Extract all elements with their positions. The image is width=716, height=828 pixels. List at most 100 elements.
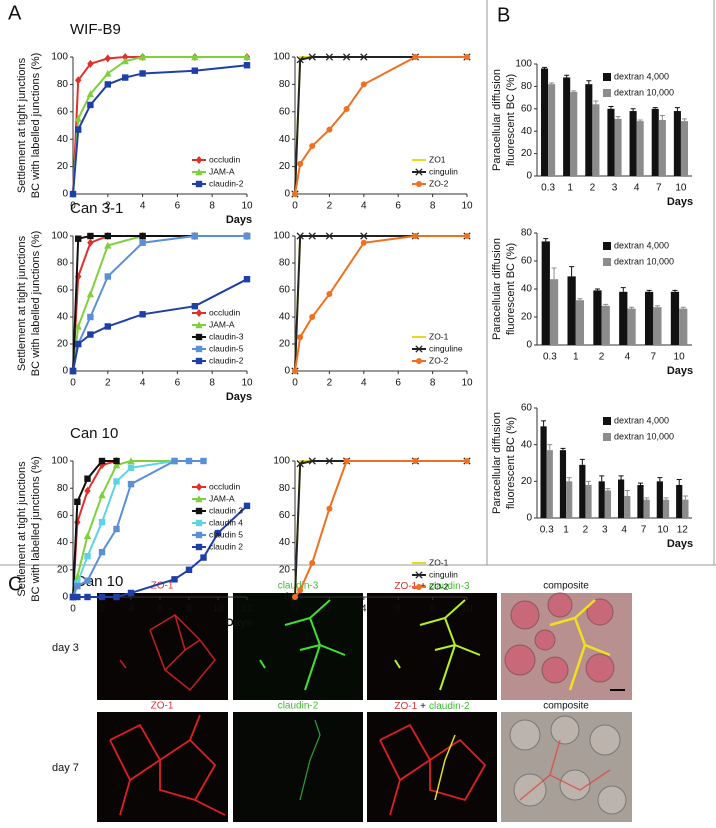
legend-label: JAM-A (209, 166, 235, 176)
legend-label: dextran 10,000 (614, 87, 674, 97)
y-tick-label: 100 (51, 456, 68, 467)
marker (104, 81, 111, 88)
marker (191, 53, 199, 61)
legend-label: ZO1 (429, 154, 446, 164)
junction-stain (519, 739, 611, 801)
error-bar (663, 497, 669, 500)
marker (360, 53, 368, 61)
marker (296, 56, 304, 64)
error-bar (586, 480, 592, 485)
legend-label: claudin 4 (209, 517, 243, 527)
marker (412, 54, 419, 60)
panel-letter: C (8, 573, 22, 595)
chart-title: Can 3-1 (70, 200, 123, 217)
legend-marker (415, 345, 423, 353)
error-bar (672, 289, 678, 292)
panel-c: Can 10 day 3 day 7 ZO-1 claudin-3 ZO-1+c… (52, 573, 632, 822)
y-axis-label: BC with labelled junctions (%) (30, 456, 42, 602)
label-part: claudin-3 (429, 581, 470, 592)
x-tick-label: 1 (567, 183, 573, 194)
marker (360, 81, 367, 88)
marker (98, 593, 106, 601)
legend-label: dextran 10,000 (614, 256, 674, 266)
x-tick-label: 2 (327, 201, 333, 212)
x-tick-label: 8 (209, 378, 215, 389)
legend-label: claudin 3 (209, 505, 243, 515)
marker (98, 519, 106, 526)
y-tick-label: 20 (279, 564, 291, 575)
marker (87, 331, 94, 338)
x-tick-label: 4 (128, 604, 134, 615)
marker (309, 560, 316, 566)
legend-label: JAM-A (209, 493, 235, 503)
y-tick-label: 0 (62, 189, 68, 200)
y-tick-label: 80 (521, 81, 533, 92)
y-tick-label: 20 (57, 339, 69, 350)
error-bar (659, 115, 665, 120)
legend-swatch (603, 73, 611, 81)
x-tick-label: 2 (590, 183, 596, 194)
marker (412, 458, 419, 464)
legend-label: claudin-2 (209, 178, 244, 188)
marker (127, 589, 135, 597)
cells (504, 592, 615, 684)
x-tick-label: 8 (430, 378, 436, 389)
bar (658, 120, 666, 176)
marker (243, 502, 251, 510)
bar (614, 118, 622, 176)
error-bar (603, 303, 609, 306)
x-tick-label: 12 (241, 604, 253, 615)
legend-marker (195, 531, 203, 539)
bar (548, 84, 556, 176)
legend-marker (195, 345, 203, 353)
bar (566, 481, 573, 518)
marker (87, 313, 94, 321)
marker (74, 322, 82, 330)
error-bar (543, 238, 549, 242)
legend-label: JAM-A (209, 319, 235, 329)
y-tick-label: 100 (273, 52, 290, 63)
legend-label: claudin-3 (209, 331, 244, 341)
marker (104, 232, 111, 240)
marker (121, 74, 129, 81)
bar (607, 108, 615, 176)
bar (617, 479, 625, 518)
marker (74, 593, 81, 601)
bar (570, 92, 578, 176)
x-tick-label: 3 (612, 183, 618, 194)
marker (308, 457, 316, 465)
y-axis-label: Settlement at tight junctions (16, 235, 28, 371)
bar (563, 77, 571, 176)
y-axis-label: fluorescent BC (%) (505, 74, 517, 166)
error-bar (681, 118, 687, 122)
marker (325, 53, 334, 61)
bar (546, 450, 553, 518)
marker (98, 457, 106, 465)
x-tick-label: 8 (430, 604, 436, 615)
channel-label: composite (543, 581, 589, 592)
marker (297, 587, 304, 594)
legend-marker (195, 495, 203, 503)
legend-label: ZO-2 (429, 178, 449, 188)
marker (325, 457, 334, 465)
x-tick-label: 8 (430, 201, 436, 212)
legend-marker (416, 181, 422, 187)
marker (325, 232, 334, 240)
error-bar (560, 447, 566, 451)
legend-marker (416, 584, 422, 590)
x-tick-label: 10 (461, 378, 473, 389)
label-part: ZO-1 (394, 581, 417, 592)
chart: 0 20 40 60 80 Paracellular diffusion fluoresce… (491, 228, 693, 377)
bar (619, 291, 628, 345)
bar (651, 108, 659, 176)
panel-letter: B (497, 4, 510, 26)
junction-stain (109, 714, 226, 816)
y-axis-label: fluorescent BC (%) (505, 243, 517, 335)
x-tick-label: 1 (573, 352, 579, 363)
x-tick-label: 2 (327, 604, 333, 615)
x-tick-label: 6 (395, 378, 401, 389)
bar (585, 84, 593, 176)
marker (343, 458, 350, 464)
marker (292, 594, 298, 600)
